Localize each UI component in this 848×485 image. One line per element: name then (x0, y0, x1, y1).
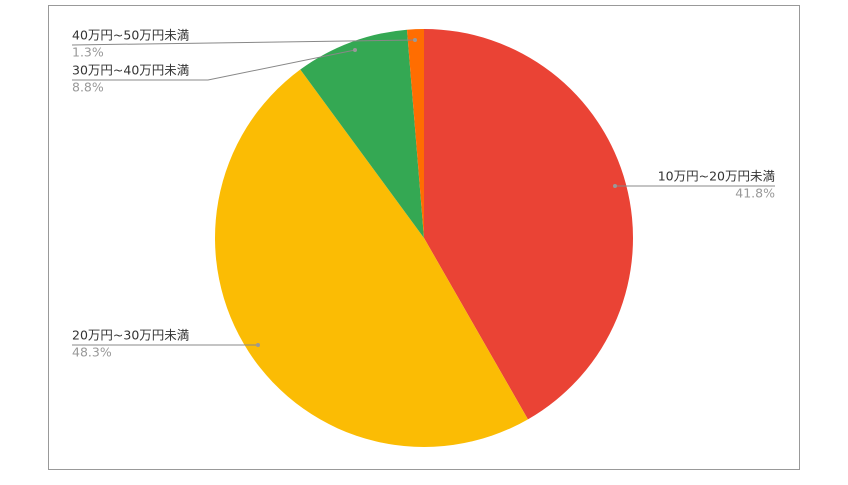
leader-dot (413, 38, 417, 42)
value-label: 1.3% (72, 45, 104, 60)
pie-slice (424, 29, 633, 420)
slice-label: 10万円~20万円未満 (658, 169, 775, 184)
pie-slice (406, 29, 424, 238)
leader-dot (256, 343, 260, 347)
slice-label: 40万円~50万円未満 (72, 28, 189, 43)
leader-line (71, 39, 416, 46)
leader-dot (353, 48, 357, 52)
pie-slice (215, 69, 528, 447)
leader-dot (613, 184, 617, 188)
slice-label: 20万円~30万円未満 (72, 328, 189, 343)
value-label: 48.3% (72, 345, 112, 360)
slice-label: 30万円~40万円未満 (72, 63, 189, 78)
value-label: 41.8% (735, 186, 775, 201)
leader-line (72, 49, 356, 81)
pie-slice (300, 29, 424, 238)
value-label: 8.8% (72, 80, 104, 95)
